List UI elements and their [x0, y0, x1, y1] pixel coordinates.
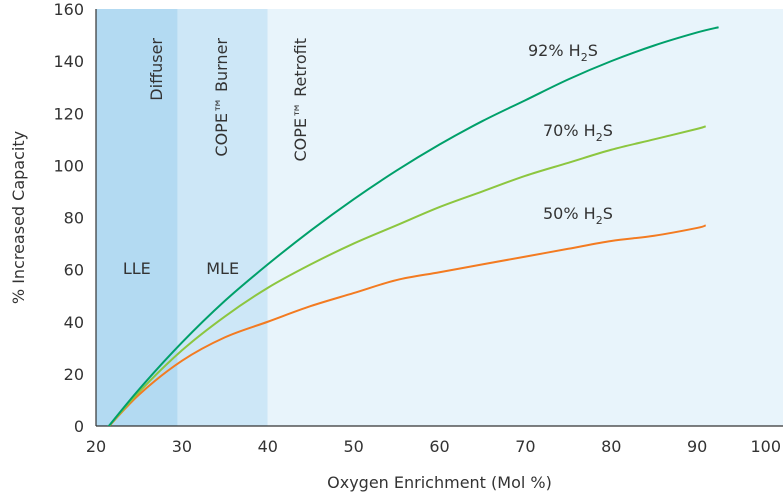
series-label-92-h2s: 92% H2S — [528, 41, 598, 64]
x-tick-label: 30 — [172, 437, 192, 456]
axes — [95, 9, 783, 427]
zone-band-1 — [96, 9, 178, 426]
zone-label-lle: LLE — [123, 259, 151, 278]
y-tick-labels: 0 20 40 60 80 100 120 140 160 — [53, 0, 84, 436]
y-tick-label: 0 — [74, 417, 84, 436]
zone-label-mle: MLE — [206, 259, 239, 278]
series-label-70-h2s: 70% H2S — [543, 121, 613, 144]
x-tick-label: 50 — [343, 437, 363, 456]
zone-band-3 — [267, 9, 783, 426]
series-line-70-h2s — [107, 125, 707, 426]
y-tick-label: 160 — [53, 0, 84, 19]
x-tick-label: 40 — [258, 437, 278, 456]
x-tick-labels: 20 30 40 50 60 70 80 90 100 — [86, 437, 781, 456]
x-axis-title: Oxygen Enrichment (Mol %) — [327, 473, 552, 492]
x-tick-label: 80 — [601, 437, 621, 456]
y-tick-label: 120 — [53, 104, 84, 123]
x-tick-label: 100 — [750, 437, 781, 456]
zone-bands — [96, 9, 783, 426]
series-line-50-h2s — [107, 224, 707, 426]
zone-technology-cope-burner: COPE™ Burner — [212, 38, 231, 157]
series-labels: 92% H2S 70% H2S 50% H2S — [528, 41, 613, 227]
series-line-92-h2s — [107, 26, 719, 426]
x-tick-label: 70 — [515, 437, 535, 456]
zone-technology-diffuser: Diffuser — [147, 38, 166, 101]
y-tick-label: 140 — [53, 52, 84, 71]
x-tick-label: 20 — [86, 437, 106, 456]
x-tick-label: 60 — [429, 437, 449, 456]
y-tick-label: 100 — [53, 156, 84, 175]
x-tick-label: 90 — [687, 437, 707, 456]
y-tick-label: 80 — [64, 209, 84, 228]
series-label-50-h2s: 50% H2S — [543, 204, 613, 227]
series-lines — [107, 26, 719, 426]
y-axis-title: % Increased Capacity — [9, 131, 28, 304]
zone-technology-cope-retrofit: COPE™ Retrofit — [291, 38, 310, 162]
zone-band-2 — [177, 9, 268, 426]
zone-labels: LLE Diffuser MLE COPE™ Burner COPE™ Retrofit — [123, 38, 310, 278]
y-tick-label: 60 — [64, 261, 84, 280]
y-tick-label: 40 — [64, 313, 84, 332]
y-tick-label: 20 — [64, 365, 84, 384]
